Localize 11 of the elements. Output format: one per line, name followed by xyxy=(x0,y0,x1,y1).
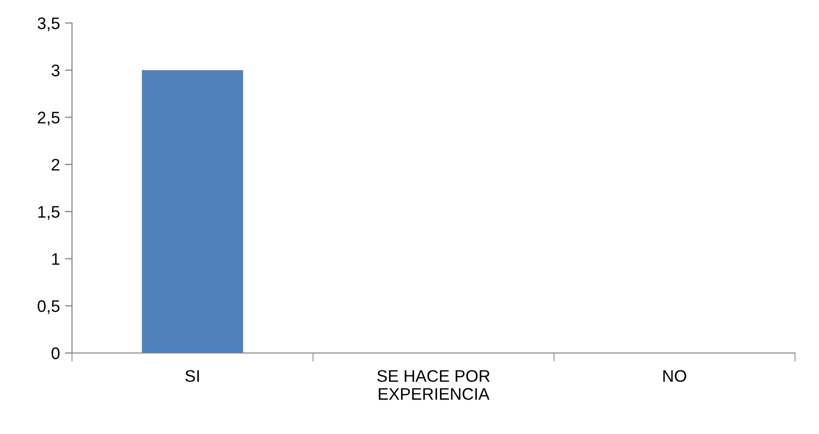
y-tick-label: 3,5 xyxy=(38,17,60,32)
x-tick-label: SI xyxy=(185,370,199,382)
y-tick-label: 2 xyxy=(52,158,60,170)
y-tick-label: 2,5 xyxy=(38,112,60,126)
x-tick-label: NO xyxy=(663,370,686,382)
y-tick-label: 1 xyxy=(52,253,60,265)
y-tick-label: 0 xyxy=(52,347,60,360)
x-tick-label: SE HACE POR EXPERIENCIA xyxy=(377,370,490,400)
y-tick-label: 3 xyxy=(52,64,60,76)
y-tick-label: 1,5 xyxy=(38,206,60,220)
y-tick-label: 0,5 xyxy=(38,300,60,314)
